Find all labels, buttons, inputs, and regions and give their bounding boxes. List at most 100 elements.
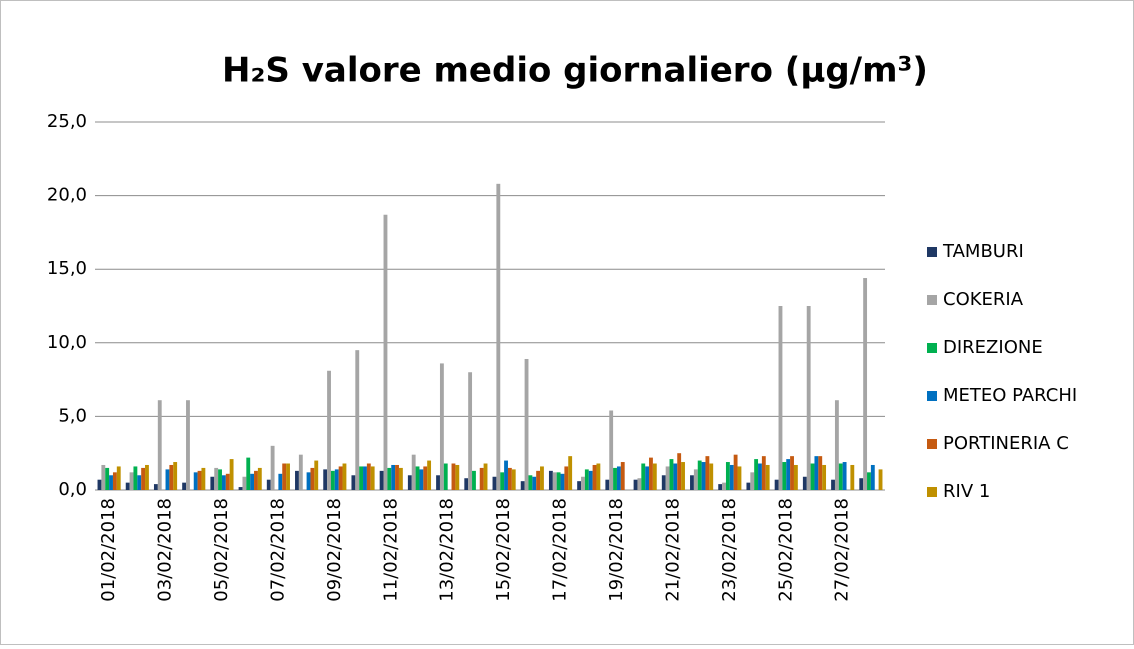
legend-label: DIREZIONE [943,337,1043,358]
bar [524,358,529,490]
bar [577,481,582,490]
bar [818,456,823,490]
y-tick-label: 0,0 [58,479,87,500]
bar [786,459,791,490]
x-tick-label: 27/02/2018 [832,498,853,602]
bar [101,464,106,490]
bar [295,470,299,490]
bar [758,463,762,490]
bar [528,475,533,490]
bar [472,470,476,490]
bar [793,464,798,490]
bar [568,456,573,490]
bar [778,306,783,490]
bar [496,183,501,490]
bar [97,479,102,490]
bar [859,478,864,490]
bar [637,478,642,490]
y-tick-label: 5,0 [58,405,87,426]
legend-swatch [927,295,937,305]
x-tick-label: 15/02/2018 [493,498,514,602]
y-tick-label: 20,0 [47,185,87,206]
bar [806,306,811,490]
bar [186,400,190,490]
bar [581,476,585,490]
x-tick-label: 25/02/2018 [775,498,796,602]
legend-label: METEO PARCHI [943,385,1077,406]
legend-swatch [927,391,937,401]
bar [536,470,541,490]
x-tick-label: 21/02/2018 [662,498,683,602]
bar [407,475,412,490]
bar [802,476,807,490]
bar [620,462,625,490]
bar [286,463,290,490]
legend-swatch [927,487,937,497]
bar [492,476,497,490]
bar [479,467,484,490]
bar [722,482,726,490]
bar [298,454,303,490]
bar [210,476,215,490]
bar [850,464,855,490]
bar [613,467,617,490]
bar [633,479,638,490]
bar [250,473,255,490]
bar [548,470,553,490]
bar [214,467,219,490]
bar [733,454,738,490]
bar [314,460,319,490]
bar [145,464,149,490]
bar [419,469,424,490]
bar [464,478,469,490]
bar [439,363,444,490]
bar [242,476,247,490]
bar [540,466,544,490]
legend-swatch [927,439,937,449]
bar [810,463,815,490]
y-tick-label: 25,0 [47,111,87,132]
legend-swatch [927,343,937,353]
bar [677,453,682,490]
bar [556,472,561,490]
bar [125,482,130,490]
bar [169,464,174,490]
bar [137,475,142,490]
bar [165,469,170,490]
chart-title: H₂S valore medio giornaliero (µg/m³) [222,51,928,91]
x-tick-label: 13/02/2018 [437,498,458,602]
bar [870,464,875,490]
bar [718,484,723,490]
bar [278,473,283,490]
bar [351,475,356,490]
bar [673,463,678,490]
bar [564,466,569,490]
bar [483,463,488,490]
bar [366,463,371,490]
bar [754,459,759,490]
bar [645,466,650,490]
bar [221,475,226,490]
legend-swatch [927,247,937,257]
bar [863,278,868,490]
bar [193,472,198,490]
bar [504,460,508,490]
y-tick-label: 10,0 [47,332,87,353]
legend-label: RIV 1 [943,481,990,502]
bar [709,463,714,490]
legend-label: TAMBURI [942,241,1024,262]
bar [584,469,589,490]
bar [609,410,614,490]
x-tick-label: 03/02/2018 [155,498,176,602]
bar [229,459,234,490]
bar [842,462,847,490]
bar [790,456,794,490]
bar [415,466,420,490]
x-tick-label: 17/02/2018 [550,498,571,602]
bar [133,466,138,490]
legend-label: COKERIA [943,289,1024,310]
bar [201,467,206,490]
x-tick-label: 07/02/2018 [267,498,288,602]
